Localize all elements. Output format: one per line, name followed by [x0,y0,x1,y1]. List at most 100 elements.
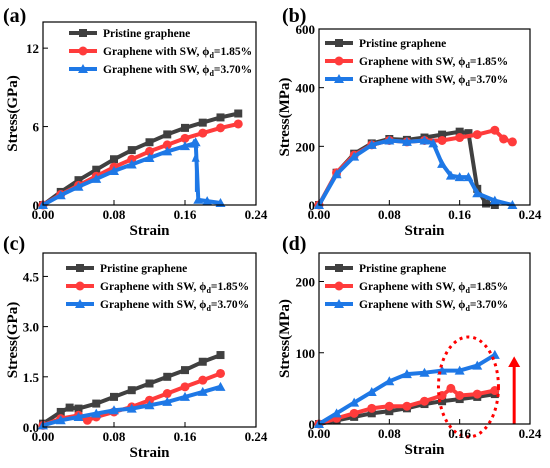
data-point [499,134,509,144]
x-tick-label: 0.00 [32,429,55,444]
data-point [437,135,447,145]
data-point [367,403,377,413]
y-tick-label: 600 [296,22,316,37]
data-point [445,170,456,180]
annotation-arrow-head [191,152,200,162]
data-point [215,381,226,391]
legend-marker [79,29,87,37]
data-point [455,391,465,400]
data-point [234,109,243,118]
data-point [490,125,500,135]
legend-entry: Pristine graphene [103,28,190,40]
data-point [472,389,482,399]
data-point [127,386,136,395]
plot-frame [318,252,531,425]
data-point [91,408,102,418]
data-point [74,404,83,413]
data-point [438,130,447,139]
y-tick-label: 200 [296,139,316,154]
chart-panel-2: (b) 0.00 0.08 0.16 0.24 0 200 400 600 Strain Stres… [277,5,542,239]
data-point [92,165,101,174]
legend-entry: Pristine graphene [359,38,446,50]
annotation-ellipse [436,335,500,439]
legend-entry: Graphene with SW, ϕd=1.85% [359,56,508,70]
data-point [162,389,172,399]
chart-panel-4: (d) 0.00 0.08 0.16 0.24 0 100 200 Strain Stress(M… [277,233,542,458]
legend-entry: Graphene with SW, ϕd=3.70% [359,299,508,313]
panel-label: (c) [3,233,25,255]
data-point [420,396,429,406]
legend-marker [334,281,344,291]
annotation-arrow-head [508,356,521,367]
legend-marker [334,299,344,308]
data-point [163,130,172,139]
x-axis-label: Strain [129,445,170,461]
data-point [91,173,102,183]
data-point [198,118,207,127]
legend-entry: Graphene with SW, ϕd=3.70% [103,64,252,78]
x-tick-label: 0.08 [103,207,126,222]
data-point [216,351,225,360]
y-tick-label: 3.0 [23,320,39,335]
data-point [454,365,465,375]
data-point [202,196,213,206]
series-line-3 [41,140,223,207]
data-point [507,137,517,147]
chart-panel-3: (c) 0.00 0.08 0.16 0.24 0.0 1.5 3.0 4.5 Strain Str… [3,233,268,461]
y-tick-label: 0 [309,198,316,213]
x-tick-label: 0.08 [103,429,126,444]
y-axis-label: Stress(MPa) [277,78,293,157]
data-point [216,368,225,378]
legend-entry: Graphene with SW, ϕd=1.85% [100,281,249,295]
data-point [402,401,412,411]
legend-marker [75,299,85,308]
data-point [472,130,482,140]
data-point [197,386,208,396]
data-point [464,129,473,138]
y-tick-label: 4.5 [23,269,40,284]
data-point [127,154,137,164]
plot-frame [318,28,531,206]
legend-entry: Pristine graphene [359,263,446,275]
legend-marker [334,74,344,83]
series-line-2 [41,122,241,207]
data-point [438,397,447,406]
series-line-3 [317,352,497,426]
series-line-3 [317,138,515,207]
y-axis-label: Stress(GPa) [5,75,21,151]
plot-frame [42,252,257,428]
data-point [366,386,377,396]
y-tick-label: 0 [309,417,316,432]
data-point [198,375,208,385]
x-tick-label: 0.00 [32,207,55,222]
plot-frame [42,21,257,206]
y-tick-label: 12 [26,41,39,56]
data-point [349,397,360,407]
y-axis-label: Stress(MPa) [277,299,293,378]
data-point [193,194,204,204]
data-point [463,172,474,182]
data-point [331,169,342,179]
data-point [180,141,190,151]
data-point [366,139,377,149]
data-point [162,140,172,150]
data-point [144,400,155,410]
data-point [145,146,154,156]
data-point [349,151,360,161]
data-point [74,176,83,185]
legend-marker [75,281,85,291]
y-tick-label: 1.5 [23,370,40,385]
data-point [428,138,439,148]
data-point [367,409,376,418]
data-point [126,159,137,169]
data-point [384,135,395,145]
data-point [454,172,465,182]
data-point [145,379,154,388]
data-point [385,407,394,416]
data-point [489,195,500,205]
data-point [109,166,119,176]
data-point [110,155,118,164]
data-point [216,113,225,122]
x-axis-label: Strain [404,442,445,458]
x-tick-label: 0.24 [519,426,542,441]
